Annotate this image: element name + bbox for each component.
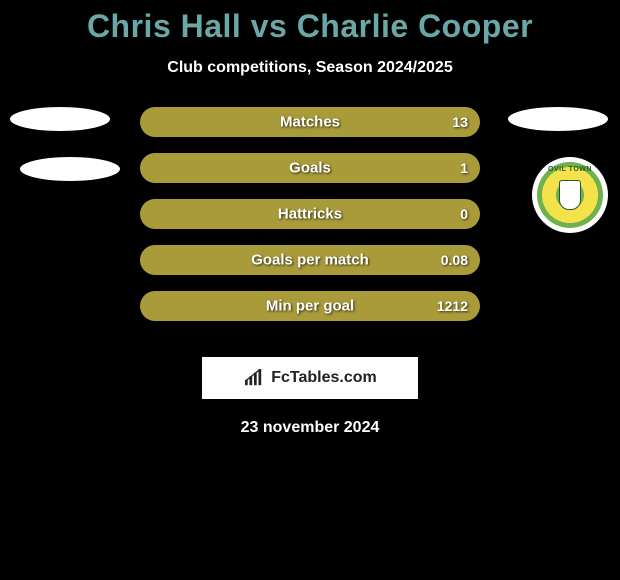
bar-row: Goals 1 <box>140 153 480 183</box>
bar-row: Goals per match 0.08 <box>140 245 480 275</box>
chart-area: OVIL TOWN Matches 13 Goals 1 Hattricks 0… <box>0 107 620 347</box>
bar-row: Min per goal 1212 <box>140 291 480 321</box>
bar-list: Matches 13 Goals 1 Hattricks 0 Goals per… <box>140 107 480 337</box>
bar-value: 0 <box>460 206 468 222</box>
crest-shield-icon <box>559 180 581 210</box>
logo-box: FcTables.com <box>202 357 418 399</box>
barchart-icon <box>243 369 265 387</box>
subtitle: Club competitions, Season 2024/2025 <box>0 59 620 77</box>
left-ellipse-1 <box>10 107 110 131</box>
club-crest-inner: OVIL TOWN <box>537 162 603 228</box>
bar-row: Matches 13 <box>140 107 480 137</box>
page-title: Chris Hall vs Charlie Cooper <box>0 8 620 45</box>
bar-value: 13 <box>452 114 468 130</box>
bar-row: Hattricks 0 <box>140 199 480 229</box>
club-crest: OVIL TOWN <box>532 157 608 233</box>
bar-label: Matches <box>140 114 480 131</box>
left-ellipse-2 <box>20 157 120 181</box>
right-ellipse-1 <box>508 107 608 131</box>
bar-label: Hattricks <box>140 206 480 223</box>
bar-label: Min per goal <box>140 298 480 315</box>
infographic-container: Chris Hall vs Charlie Cooper Club compet… <box>0 0 620 437</box>
logo-text: FcTables.com <box>271 369 377 387</box>
date-text: 23 november 2024 <box>0 419 620 437</box>
crest-text: OVIL TOWN <box>537 166 603 173</box>
bar-value: 1 <box>460 160 468 176</box>
bar-label: Goals per match <box>140 252 480 269</box>
bar-value: 0.08 <box>441 252 468 268</box>
bar-label: Goals <box>140 160 480 177</box>
bar-value: 1212 <box>437 298 468 314</box>
